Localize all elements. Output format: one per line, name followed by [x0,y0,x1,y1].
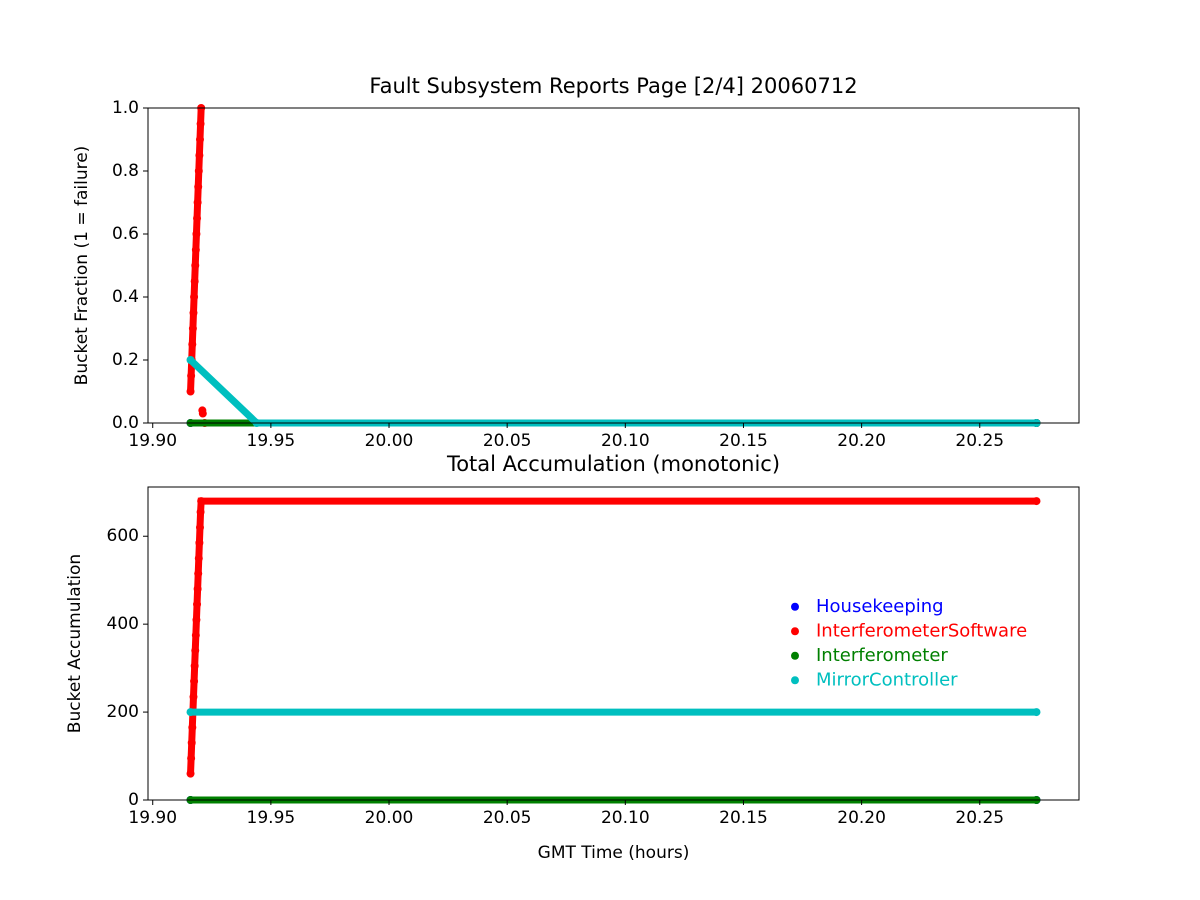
legend-label: Interferometer [816,645,948,666]
data-point [190,661,199,670]
y-tick-label: 0.2 [112,350,139,370]
x-tick-label: 19.95 [247,431,296,451]
data-point [194,167,203,175]
data-point [195,135,204,144]
data-point [194,182,203,191]
x-tick-label: 20.25 [955,431,1004,451]
data-point [1032,497,1041,506]
chart-title: Fault Subsystem Reports Page [2/4] 20060… [369,74,857,98]
x-tick-label: 20.20 [837,431,886,451]
y-tick-label: 400 [107,614,139,634]
x-tick-label: 20.05 [483,808,532,828]
data-point [190,293,199,301]
y-tick-label: 0.8 [112,161,139,181]
x-tick-label: 20.15 [719,431,768,451]
data-point [188,723,197,732]
data-point [187,738,196,747]
legend-label: InterferometerSoftware [816,620,1027,641]
data-point [192,615,201,624]
legend-label: MirrorController [816,669,958,690]
y-tick-label: 0.6 [112,224,139,244]
legend-marker [791,602,799,611]
x-tick-label: 19.95 [247,808,296,828]
x-tick-label: 20.00 [365,808,414,828]
x-axis-label: GMT Time (hours) [538,843,690,863]
data-point [187,371,196,380]
legend-marker [791,676,799,685]
data-point [194,554,203,563]
x-tick-label: 20.25 [955,808,1004,828]
axes-frame [147,486,1080,801]
series [186,708,1041,717]
x-tick-label: 20.15 [719,808,768,828]
data-point [186,387,195,396]
data-point [196,119,205,128]
data-point [197,497,206,506]
legend: Housekeeping InterferometerSoftware Interf… [791,596,1027,690]
data-point [188,340,197,349]
plot-area [148,108,1079,423]
y-tick-label: 0.4 [112,287,139,307]
y-tick-label: 200 [107,702,139,722]
legend-label: Housekeeping [816,596,944,617]
y-tick-label: 0 [128,790,139,810]
data-point [191,631,200,640]
data-point [191,261,200,270]
data-point [190,277,199,286]
data-point [193,198,202,207]
axes-frame [147,107,1080,424]
data-point [191,245,200,254]
x-tick-label: 20.00 [365,431,414,451]
data-point [194,569,203,578]
data-point [190,677,199,686]
data-point [196,508,205,517]
data-point [195,523,204,532]
x-tick-label: 19.90 [128,808,177,828]
chart-title: Total Accumulation (monotonic) [446,452,780,476]
data-point [198,409,207,418]
y-tick-label: 600 [107,526,139,546]
y-tick-label: 1.0 [112,98,139,118]
x-tick-label: 20.05 [483,431,532,451]
data-point [193,584,202,593]
data-point [189,692,198,701]
data-point [189,308,198,317]
data-point [186,769,195,778]
legend-marker [791,627,799,636]
legend-marker [791,651,799,660]
plot-area [148,487,1079,800]
data-point [186,356,195,364]
x-tick-label: 20.10 [601,431,650,451]
data-point [188,324,197,333]
data-point [195,151,204,160]
x-tick-label: 20.20 [837,808,886,828]
data-point [195,538,204,547]
y-tick-label: 0.0 [112,413,139,433]
data-point [191,646,200,655]
data-point [193,600,202,609]
data-point [193,214,202,223]
data-point [192,230,201,238]
data-point [1032,708,1041,717]
x-tick-label: 20.10 [601,808,650,828]
y-axis-label: Bucket Fraction (1 = failure) [72,146,92,386]
x-tick-label: 19.90 [128,431,177,451]
y-axis-label: Bucket Accumulation [65,554,85,733]
data-point [186,708,195,717]
data-point [187,754,196,763]
